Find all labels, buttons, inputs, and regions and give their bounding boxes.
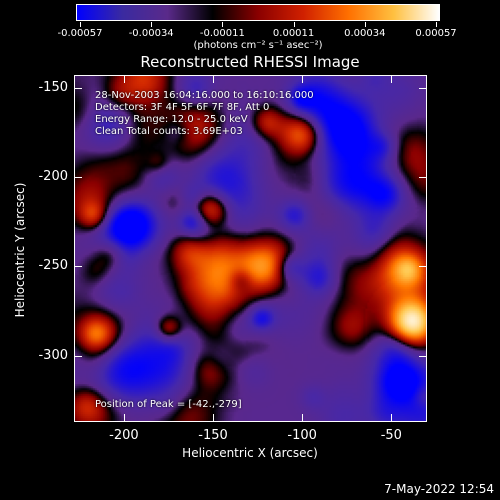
x-tick-label: -50 bbox=[380, 428, 402, 443]
colorbar-tick bbox=[222, 22, 224, 27]
x-axis-title: Heliocentric X (arcsec) bbox=[182, 446, 318, 460]
y-tick-label: -250 bbox=[38, 258, 68, 274]
colorbar-tick-label: -0.00057 bbox=[57, 28, 103, 39]
y-tick bbox=[74, 355, 82, 357]
y-axis-title: Heliocentric Y (arcsec) bbox=[13, 182, 27, 318]
colorbar-tick bbox=[293, 22, 295, 27]
info-energy: Energy Range: 12.0 - 25.0 keV bbox=[95, 114, 248, 125]
x-tick bbox=[391, 75, 393, 83]
x-tick bbox=[213, 75, 215, 83]
y-tick bbox=[419, 266, 427, 268]
colorbar bbox=[76, 4, 440, 21]
x-tick bbox=[213, 414, 215, 422]
timestamp: 7-May-2022 12:54 bbox=[384, 482, 494, 496]
y-tick bbox=[74, 176, 82, 178]
reconstructed-image bbox=[75, 76, 426, 421]
plot-frame: 28-Nov-2003 16:04:16.000 to 16:10:16.000… bbox=[74, 75, 427, 422]
colorbar-tick bbox=[436, 22, 437, 27]
y-tick bbox=[419, 176, 427, 178]
x-tick bbox=[123, 414, 125, 422]
x-tick bbox=[302, 414, 304, 422]
y-tick bbox=[419, 87, 427, 89]
colorbar-tick-label: 0.00057 bbox=[415, 28, 457, 39]
colorbar-tick-label: 0.00034 bbox=[344, 28, 386, 39]
x-tick bbox=[123, 75, 125, 83]
y-tick-label: -300 bbox=[38, 347, 68, 363]
y-tick bbox=[74, 87, 82, 89]
info-detectors: Detectors: 3F 4F 5F 6F 7F 8F, Att 0 bbox=[95, 102, 270, 113]
info-time: 28-Nov-2003 16:04:16.000 to 16:10:16.000 bbox=[95, 90, 314, 101]
colorbar-tick bbox=[151, 22, 153, 27]
info-peak: Position of Peak = [-42.,-279] bbox=[95, 399, 242, 410]
colorbar-units: (photons cm⁻² s⁻¹ asec⁻²) bbox=[193, 40, 323, 51]
colorbar-tick-label: -0.00011 bbox=[199, 28, 245, 39]
y-tick bbox=[74, 266, 82, 268]
x-tick-label: -150 bbox=[198, 428, 228, 443]
y-tick-label: -150 bbox=[38, 79, 68, 95]
colorbar-tick-label: -0.00034 bbox=[128, 28, 174, 39]
x-tick bbox=[302, 75, 304, 83]
colorbar-tick-label: 0.00011 bbox=[272, 28, 315, 39]
x-tick-label: -100 bbox=[287, 428, 317, 443]
y-tick-label: -200 bbox=[38, 168, 68, 184]
colorbar-tick bbox=[364, 22, 366, 27]
colorbar-tick bbox=[80, 22, 81, 27]
y-tick bbox=[419, 355, 427, 357]
info-method: Clean Total counts: 3.69E+03 bbox=[95, 126, 243, 137]
plot-title: Reconstructed RHESSI Image bbox=[140, 53, 360, 71]
x-tick-label: -200 bbox=[109, 428, 139, 443]
x-tick bbox=[391, 414, 393, 422]
